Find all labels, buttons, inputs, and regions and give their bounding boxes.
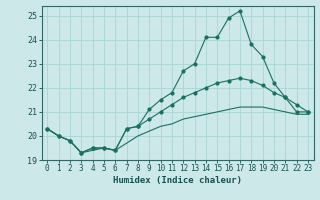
X-axis label: Humidex (Indice chaleur): Humidex (Indice chaleur) bbox=[113, 176, 242, 185]
